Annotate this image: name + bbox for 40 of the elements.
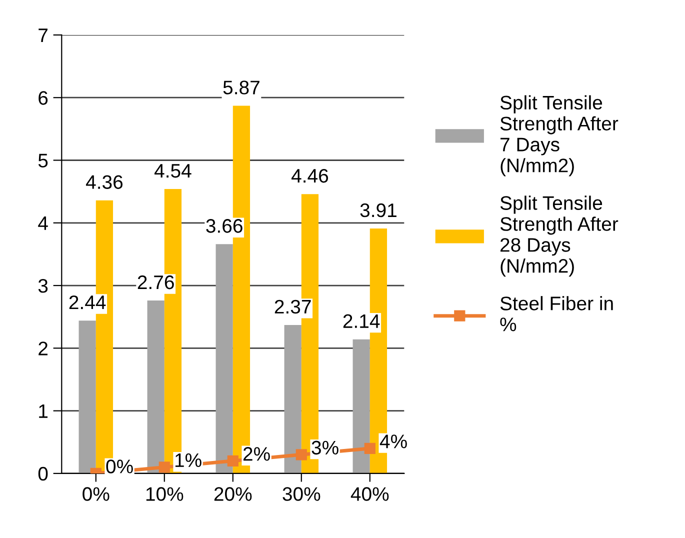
x-tick-label: 20% xyxy=(214,487,252,501)
annotation: 4% xyxy=(380,434,407,448)
y-tick-label: 5 xyxy=(38,154,48,168)
bar xyxy=(216,244,233,474)
y-tick-label: 7 xyxy=(38,28,48,42)
bar xyxy=(352,339,370,474)
x-tick-label: 10% xyxy=(146,487,184,501)
data-label: 3.91 xyxy=(360,203,396,218)
bar xyxy=(284,324,302,474)
data-label: 2.14 xyxy=(343,314,380,328)
bar xyxy=(147,300,164,474)
y-tick-label: 2 xyxy=(38,342,48,356)
data-label: 2.37 xyxy=(274,300,311,314)
data-label: 5.87 xyxy=(223,80,260,94)
legend-label: Split Tensile Strength After 7 Days (N/mm2) xyxy=(500,95,618,176)
data-label: 4.46 xyxy=(291,168,328,183)
point xyxy=(158,462,170,473)
x-tick-label: 30% xyxy=(282,487,320,501)
data-label: 2.76 xyxy=(138,275,174,290)
y-tick-label: 4 xyxy=(38,216,48,230)
point xyxy=(364,442,376,454)
data-label: 2.44 xyxy=(69,295,106,310)
legend-label: Steel Fiber in % xyxy=(500,296,613,332)
data-label: 4.36 xyxy=(86,175,123,189)
data-label: 3.66 xyxy=(206,219,242,233)
annotation: 1% xyxy=(175,453,202,468)
annotation: 0% xyxy=(106,460,133,474)
x-tick-label: 40% xyxy=(350,487,389,501)
y-tick-label: 6 xyxy=(38,91,48,105)
x-tick-label: 0% xyxy=(82,487,110,501)
y-tick-label: 1 xyxy=(39,404,48,418)
point xyxy=(227,455,238,466)
data-label: 4.54 xyxy=(154,164,192,178)
y-tick-label: 0 xyxy=(38,466,48,481)
annotation: 2% xyxy=(243,447,270,461)
point xyxy=(296,449,307,460)
bar xyxy=(78,320,96,474)
annotation: 3% xyxy=(312,440,338,455)
y-tick-label: 3 xyxy=(38,278,48,293)
legend-label: Split Tensile Strength After 28 Days (N/mm2) xyxy=(500,196,618,277)
